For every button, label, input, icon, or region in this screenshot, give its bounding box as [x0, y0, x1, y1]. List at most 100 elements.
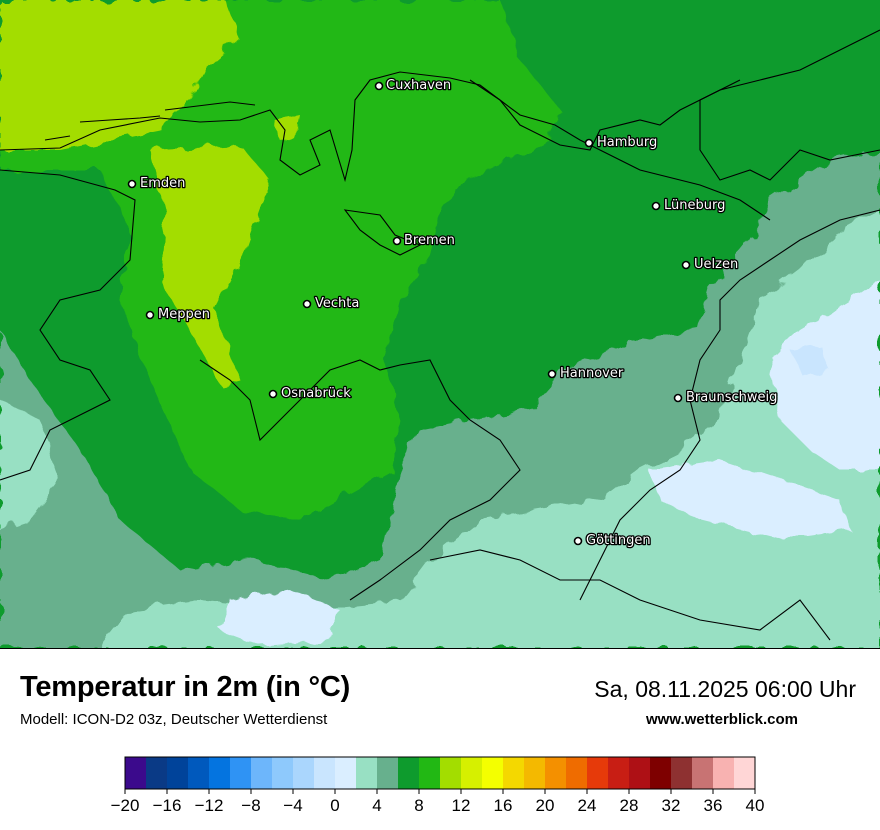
- legend-tick-label: 32: [662, 796, 681, 815]
- city-label-cuxhaven: Cuxhaven: [386, 78, 451, 93]
- city-label-vechta: Vechta: [315, 296, 359, 311]
- city-lueneburg[interactable]: Lüneburg: [651, 197, 727, 214]
- legend-tick-label: 16: [494, 796, 513, 815]
- city-label-hannover: Hannover: [560, 366, 624, 381]
- legend-tick-label: 24: [578, 796, 597, 815]
- legend-swatch: [503, 757, 525, 789]
- temperature-band-0-south: [650, 460, 850, 540]
- city-label-emden: Emden: [140, 176, 185, 191]
- legend-swatch: [671, 757, 693, 789]
- legend-tick-label: 36: [704, 796, 723, 815]
- model-subtitle: Modell: ICON-D2 03z, Deutscher Wetterdie…: [20, 711, 328, 728]
- legend-swatch: [188, 757, 210, 789]
- temperature-band-0: [770, 280, 880, 470]
- legend-ticks: −20 −16 −12 −8 −4 0 4 8 12 16 20 24 28 32 36 40: [111, 789, 765, 815]
- city-label-goettingen: Göttingen: [586, 533, 651, 548]
- legend-swatch: [125, 757, 147, 789]
- map-title: Temperatur in 2m (in °C): [20, 671, 351, 703]
- legend-tick-label: −12: [195, 796, 224, 815]
- island-3: [164, 101, 256, 111]
- city-label-meppen: Meppen: [158, 307, 210, 322]
- temperature-band-2: [100, 210, 880, 648]
- legend-swatch: [482, 757, 504, 789]
- island-2: [44, 135, 71, 141]
- state-border-south: [199, 359, 521, 601]
- city-label-osnabrueck: Osnabrück: [281, 386, 351, 401]
- city-label-bremen: Bremen: [404, 233, 455, 248]
- city-meppen[interactable]: Meppen: [145, 306, 211, 323]
- legend-swatch: [314, 757, 336, 789]
- legend-swatches: [125, 757, 756, 789]
- legend-swatch: [629, 757, 651, 789]
- legend-swatch: [587, 757, 609, 789]
- temperature-band-12: [0, 0, 240, 150]
- legend-swatch: [398, 757, 420, 789]
- legend-swatch: [335, 757, 357, 789]
- legend-tick-label: 40: [746, 796, 765, 815]
- island-1: [79, 115, 161, 123]
- legend-tick-label: 20: [536, 796, 555, 815]
- temperature-band-12-inland: [150, 145, 270, 385]
- state-border-east: [579, 209, 880, 601]
- legend-tick-label: 28: [620, 796, 639, 815]
- forecast-datetime: Sa, 08.11.2025 06:00 Uhr: [594, 676, 856, 702]
- city-cuxhaven[interactable]: Cuxhaven: [374, 77, 452, 94]
- legend-swatch: [293, 757, 315, 789]
- legend-swatch: [566, 757, 588, 789]
- website-link[interactable]: www.wetterblick.com: [646, 711, 798, 728]
- temperature-map-svg: Cuxhaven Hamburg Emden Lüneburg Bremen U…: [0, 0, 880, 648]
- legend-swatch: [146, 757, 168, 789]
- legend-tick-label: −8: [241, 796, 260, 815]
- legend-tick-label: 8: [414, 796, 423, 815]
- state-border-bremen: [343, 209, 422, 256]
- border-south-2: [429, 549, 831, 641]
- city-hamburg[interactable]: Hamburg: [584, 134, 659, 151]
- legend-swatch: [650, 757, 672, 789]
- legend-tick-label: 4: [372, 796, 381, 815]
- legend-swatch: [545, 757, 567, 789]
- city-bremen[interactable]: Bremen: [392, 232, 456, 249]
- city-uelzen[interactable]: Uelzen: [681, 256, 739, 273]
- color-legend: −20 −16 −12 −8 −4 0 4 8 12 16 20 24 28 32 36 40: [111, 756, 765, 815]
- legend-tick-label: 0: [330, 796, 339, 815]
- city-label-lueneburg: Lüneburg: [664, 198, 725, 213]
- temperature-band-12-coast: [275, 115, 300, 140]
- legend-tick-label: −16: [153, 796, 182, 815]
- legend-swatch: [251, 757, 273, 789]
- legend-tick-label: −4: [283, 796, 302, 815]
- legend-swatch: [272, 757, 294, 789]
- city-label-braunschweig: Braunschweig: [686, 390, 777, 405]
- legend-swatch: [209, 757, 231, 789]
- border-ne: [699, 79, 880, 181]
- weather-map: Cuxhaven Hamburg Emden Lüneburg Bremen U…: [0, 0, 880, 649]
- city-braunschweig[interactable]: Braunschweig: [673, 389, 779, 406]
- legend-swatch: [713, 757, 735, 789]
- legend-swatch: [167, 757, 189, 789]
- city-label-uelzen: Uelzen: [694, 257, 738, 272]
- state-border-west: [0, 169, 136, 481]
- legend-swatch: [377, 757, 399, 789]
- city-markers: Cuxhaven Hamburg Emden Lüneburg Bremen U…: [127, 77, 779, 549]
- city-vechta[interactable]: Vechta: [302, 295, 361, 312]
- temperature-band-0-sw: [220, 590, 340, 645]
- legend-swatch: [356, 757, 378, 789]
- legend-tick-label: 12: [452, 796, 471, 815]
- city-hannover[interactable]: Hannover: [547, 365, 625, 382]
- legend-swatch: [608, 757, 630, 789]
- legend-tick-label: −20: [111, 796, 140, 815]
- legend-swatch: [419, 757, 441, 789]
- city-goettingen[interactable]: Göttingen: [573, 532, 652, 549]
- legend-swatch: [692, 757, 714, 789]
- legend-frame: [124, 756, 756, 790]
- temperature-band-2-west: [0, 400, 60, 530]
- coastline: [0, 29, 880, 183]
- legend-swatch: [524, 757, 546, 789]
- legend-swatch: [461, 757, 483, 789]
- city-osnabrueck[interactable]: Osnabrück: [268, 385, 352, 402]
- city-emden[interactable]: Emden: [127, 175, 187, 192]
- legend-swatch: [230, 757, 252, 789]
- legend-swatch: [734, 757, 756, 789]
- temperature-band-m2: [790, 345, 830, 378]
- footer: Temperatur in 2m (in °C) Modell: ICON-D2…: [0, 649, 880, 830]
- legend-swatch: [440, 757, 462, 789]
